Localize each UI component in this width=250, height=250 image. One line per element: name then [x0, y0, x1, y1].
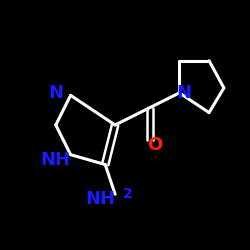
- Text: NH: NH: [85, 190, 115, 208]
- Text: N: N: [177, 84, 192, 102]
- Text: N: N: [48, 84, 63, 102]
- Text: O: O: [147, 136, 162, 154]
- Text: NH: NH: [41, 150, 71, 168]
- Text: 2: 2: [122, 187, 132, 201]
